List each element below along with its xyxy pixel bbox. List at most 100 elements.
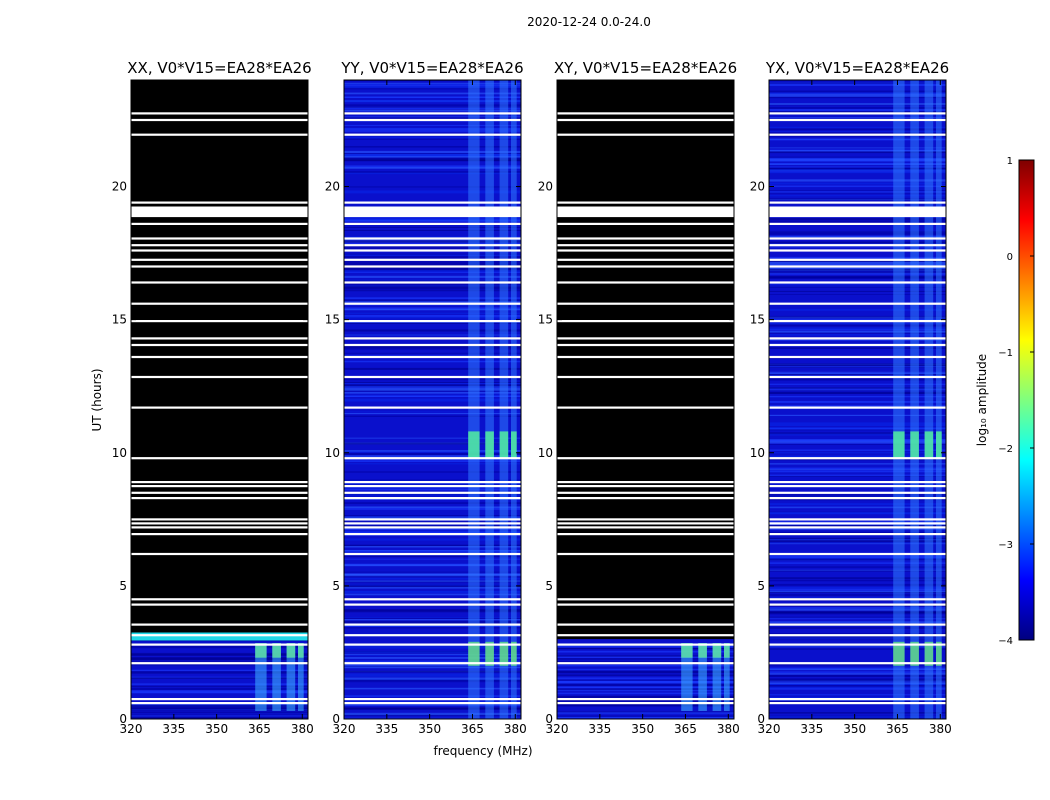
flagged-row bbox=[769, 598, 946, 601]
noise-streak bbox=[769, 294, 946, 295]
x-tick-label: 320 bbox=[333, 722, 356, 736]
flagged-row bbox=[557, 237, 734, 240]
noise-streak bbox=[769, 316, 946, 318]
flagged-row bbox=[557, 302, 734, 305]
noise-streak bbox=[769, 232, 946, 235]
noise-streak bbox=[344, 610, 521, 613]
rfi-peak bbox=[485, 641, 494, 666]
noise-streak bbox=[769, 439, 946, 442]
flagged-row bbox=[344, 702, 521, 705]
flagged-row bbox=[769, 698, 946, 701]
noise-streak bbox=[344, 665, 521, 669]
noise-streak bbox=[344, 172, 521, 175]
noise-streak bbox=[769, 126, 946, 128]
noise-streak bbox=[344, 437, 521, 439]
flagged-row bbox=[131, 118, 308, 122]
rfi-peak bbox=[499, 641, 509, 666]
flagged-row bbox=[557, 343, 734, 347]
flagged-row bbox=[131, 598, 308, 601]
flagged-row bbox=[769, 237, 946, 240]
noise-streak bbox=[769, 638, 946, 641]
noise-streak bbox=[344, 261, 521, 264]
noise-streak bbox=[344, 226, 521, 228]
noise-streak bbox=[769, 150, 946, 152]
noise-streak bbox=[344, 591, 521, 594]
rfi-band bbox=[910, 80, 919, 719]
flagged-row bbox=[769, 634, 946, 637]
noise-streak bbox=[344, 150, 521, 153]
flagged-row bbox=[344, 112, 521, 115]
flagged-row bbox=[131, 337, 308, 340]
flagged-row bbox=[769, 343, 946, 347]
x-tick-label: 380 bbox=[717, 722, 740, 736]
noise-streak bbox=[769, 591, 946, 594]
noise-streak bbox=[769, 577, 946, 580]
noise-streak bbox=[344, 88, 521, 90]
flagged-row bbox=[131, 634, 308, 637]
noise-streak bbox=[344, 171, 521, 174]
noise-streak bbox=[769, 256, 946, 260]
noise-streak bbox=[769, 132, 946, 134]
noise-streak bbox=[557, 645, 734, 648]
noise-streak bbox=[557, 701, 734, 703]
noise-streak bbox=[769, 241, 946, 244]
noise-streak bbox=[344, 717, 521, 719]
y-tick-label: 10 bbox=[750, 446, 765, 460]
noise-streak bbox=[344, 515, 521, 517]
noise-streak bbox=[769, 365, 946, 368]
flagged-row bbox=[557, 118, 734, 122]
noise-streak bbox=[557, 689, 734, 692]
noise-streak bbox=[769, 503, 946, 506]
noise-streak bbox=[769, 686, 946, 689]
noise-streak bbox=[131, 683, 308, 685]
rfi-peak bbox=[468, 431, 480, 458]
flagged-row bbox=[131, 375, 308, 379]
flagged-row bbox=[131, 281, 308, 284]
noise-streak bbox=[344, 556, 521, 557]
noise-streak bbox=[769, 92, 946, 94]
y-tick-label: 15 bbox=[538, 313, 553, 327]
noise-streak bbox=[769, 199, 946, 200]
flagged-row bbox=[131, 258, 308, 261]
flagged-row bbox=[769, 552, 946, 556]
noise-streak bbox=[769, 272, 946, 275]
panel-frame bbox=[768, 79, 947, 720]
flagged-row bbox=[769, 118, 946, 122]
noise-streak bbox=[769, 96, 946, 99]
flagged-row bbox=[131, 457, 308, 460]
noise-streak bbox=[131, 716, 308, 719]
noise-streak bbox=[769, 401, 946, 403]
noise-streak bbox=[769, 322, 946, 325]
noise-streak bbox=[344, 153, 521, 155]
noise-streak bbox=[344, 186, 521, 188]
noise-streak bbox=[131, 671, 308, 673]
rfi-band bbox=[681, 643, 693, 711]
noise-streak bbox=[557, 684, 734, 686]
flagged-row bbox=[131, 206, 308, 218]
noise-streak bbox=[769, 324, 946, 327]
noise-streak bbox=[344, 248, 521, 250]
noise-streak bbox=[769, 470, 946, 473]
noise-streak bbox=[769, 198, 946, 200]
noise-streak bbox=[344, 352, 521, 354]
noise-streak bbox=[344, 580, 521, 582]
noise-streak bbox=[769, 543, 946, 545]
heatmap-background bbox=[557, 80, 734, 719]
noise-streak bbox=[769, 262, 946, 265]
noise-streak bbox=[131, 714, 308, 716]
flagged-row bbox=[131, 662, 308, 665]
flagged-row bbox=[344, 201, 521, 204]
colorbar-label: log₁₀ amplitude bbox=[975, 354, 989, 446]
noise-streak bbox=[769, 327, 946, 330]
noise-streak bbox=[344, 381, 521, 383]
noise-streak bbox=[769, 441, 946, 444]
flagged-row bbox=[557, 265, 734, 268]
y-tick-label: 15 bbox=[112, 313, 127, 327]
noise-streak bbox=[344, 166, 521, 169]
noise-streak bbox=[344, 272, 521, 273]
noise-streak bbox=[344, 386, 521, 388]
noise-streak bbox=[769, 539, 946, 543]
flagged-row bbox=[557, 244, 734, 247]
noise-streak bbox=[769, 235, 946, 238]
flagged-row bbox=[769, 526, 946, 529]
